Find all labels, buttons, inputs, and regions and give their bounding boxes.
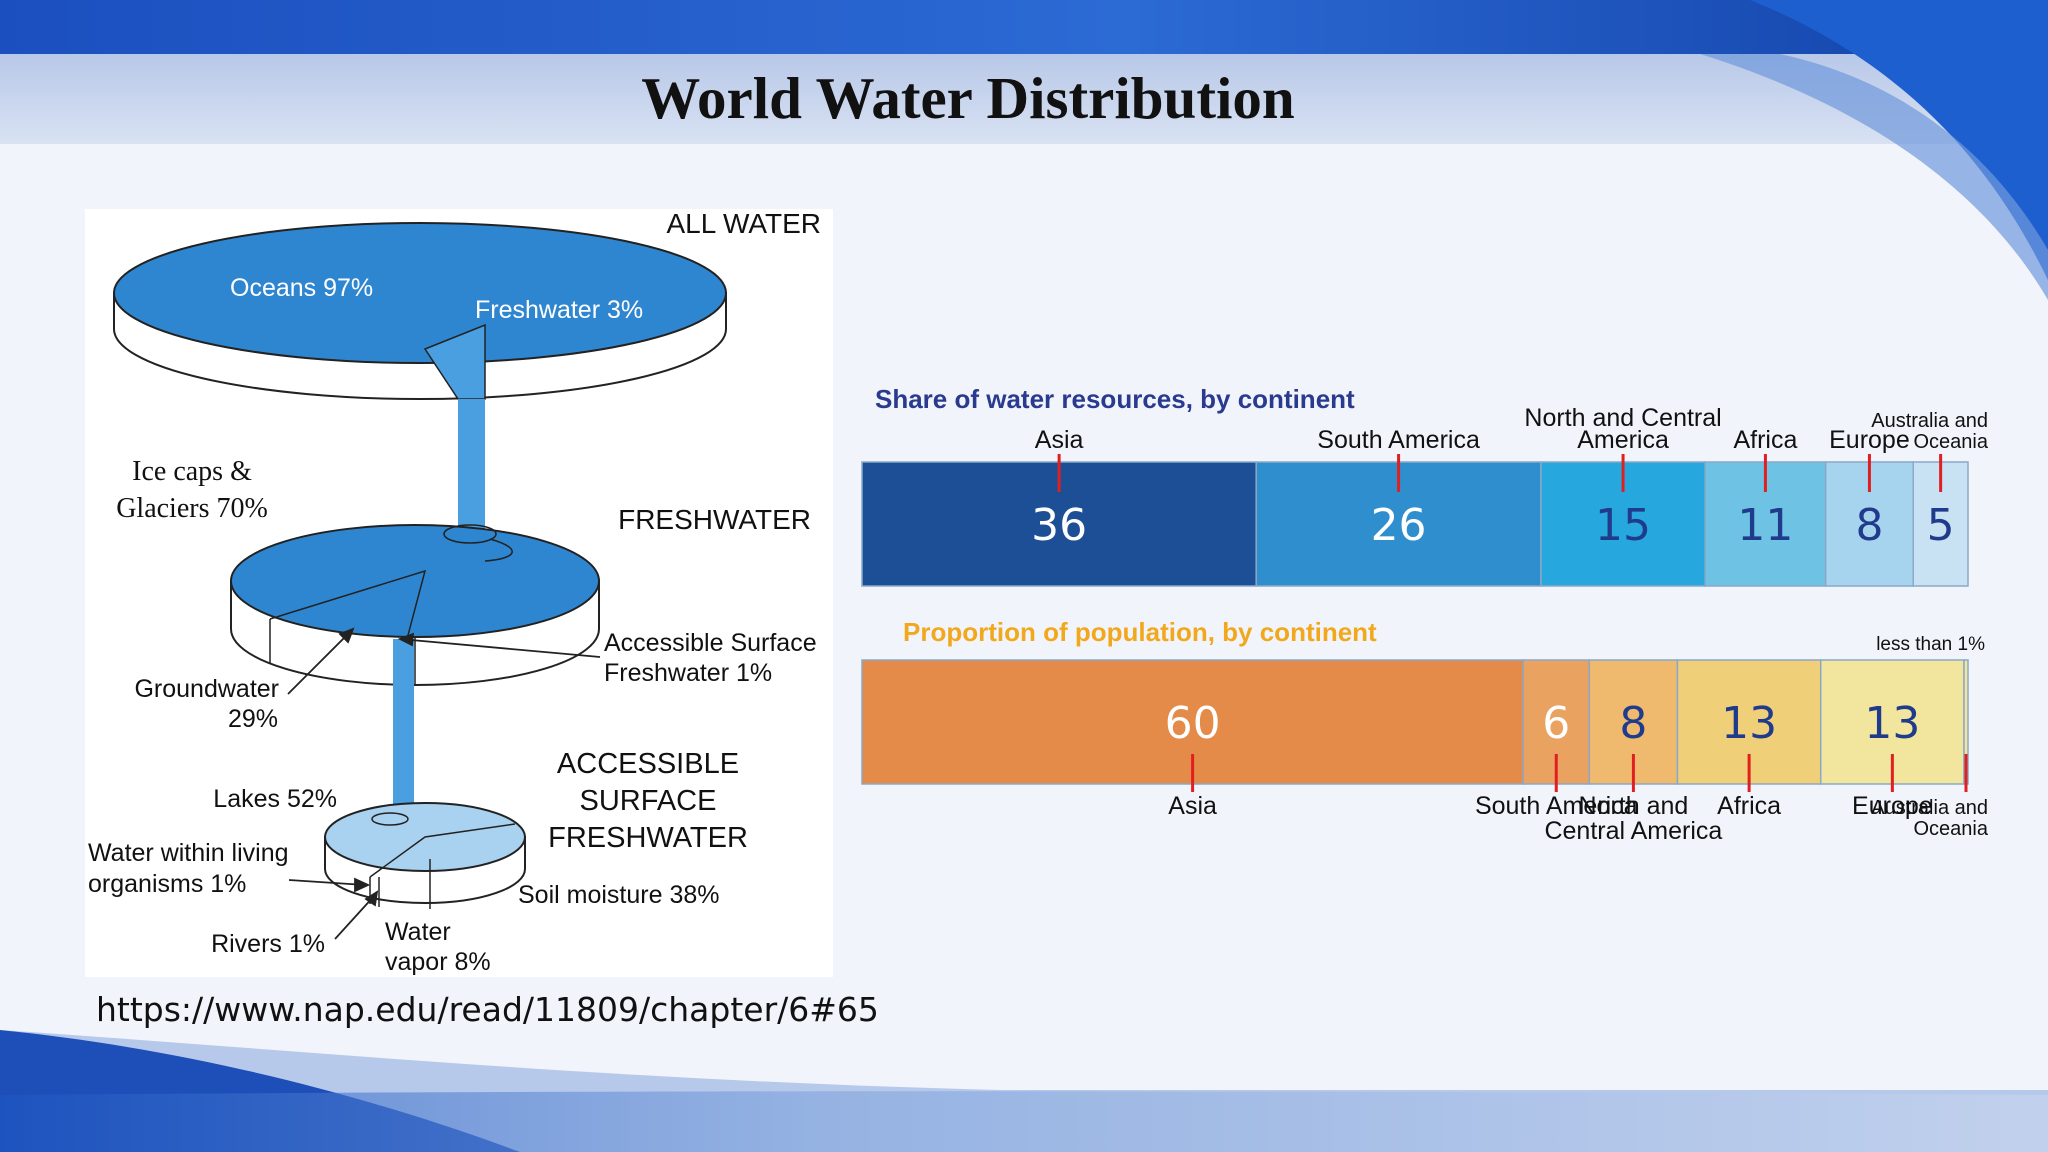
category-label-africa: Africa bbox=[1733, 426, 1797, 454]
category-label-australia-and-oceania: Oceania bbox=[1914, 431, 1989, 453]
category-label-north-and-central-america: North and bbox=[1579, 792, 1689, 820]
value-label-europe: 13 bbox=[1864, 698, 1920, 749]
category-label-north-and-central-america: North and Central bbox=[1524, 404, 1721, 432]
water-share-bar: 36 Asia 26 South America 15 North and Central… bbox=[861, 404, 1989, 587]
category-label-north-and-central-america: America bbox=[1577, 426, 1669, 454]
accessible-freshwater-disk bbox=[324, 802, 526, 909]
population-share-title: Proportion of population, by continent bbox=[903, 617, 1377, 647]
value-label-north-and-central-america: 8 bbox=[1619, 698, 1647, 749]
value-label-asia: 36 bbox=[1031, 500, 1087, 551]
category-label-australia-and-oceania: Oceania bbox=[1914, 818, 1989, 840]
category-label-south-america: South America bbox=[1475, 792, 1638, 820]
water-share-title: Share of water resources, by continent bbox=[875, 384, 1355, 414]
organisms-label-line2: organisms 1% bbox=[88, 870, 246, 898]
category-label-south-america: South America bbox=[1317, 426, 1480, 454]
organisms-label-line1: Water within living bbox=[88, 839, 289, 867]
category-label-asia: Asia bbox=[1035, 426, 1084, 454]
value-label-asia: 60 bbox=[1165, 698, 1221, 749]
accessible-label-line2: Freshwater 1% bbox=[604, 659, 772, 687]
slide-title: World Water Distribution bbox=[641, 65, 1295, 131]
freshwater-heading: FRESHWATER bbox=[618, 504, 811, 535]
value-label-south-america: 6 bbox=[1542, 698, 1570, 749]
accessible-heading-line3: FRESHWATER bbox=[548, 822, 748, 854]
category-label-africa: Africa bbox=[1717, 792, 1781, 820]
lakes-label: Lakes 52% bbox=[213, 785, 337, 813]
freshwater-label: Freshwater 3% bbox=[475, 296, 643, 324]
vapor-label-line2: vapor 8% bbox=[385, 948, 491, 976]
groundwater-label-line2: 29% bbox=[228, 705, 278, 733]
value-label-africa: 11 bbox=[1737, 500, 1793, 551]
vapor-label-line1: Water bbox=[385, 918, 451, 946]
water-distribution-diagram: ALL WATER FRESHWATER ACCESSIBLE SURFACE … bbox=[85, 209, 833, 977]
accessible-heading-line1: ACCESSIBLE bbox=[557, 748, 739, 780]
category-label-asia: Asia bbox=[1168, 792, 1217, 820]
category-label-europe: Europe bbox=[1852, 792, 1933, 820]
continent-bar-charts: Share of water resources, by continent P… bbox=[861, 384, 1989, 845]
source-url[interactable]: https://www.nap.edu/read/11809/chapter/6… bbox=[96, 990, 879, 1029]
accessible-label-line1: Accessible Surface bbox=[604, 629, 817, 657]
accessible-heading-line2: SURFACE bbox=[580, 785, 717, 817]
oceans-label: Oceans 97% bbox=[230, 274, 373, 302]
value-label-africa: 13 bbox=[1721, 698, 1777, 749]
all-water-heading: ALL WATER bbox=[666, 209, 821, 239]
rivers-label: Rivers 1% bbox=[211, 930, 325, 958]
pointer-arrows bbox=[287, 627, 601, 940]
value-label-north-and-central-america: 15 bbox=[1595, 500, 1651, 551]
category-label-europe: Europe bbox=[1829, 426, 1910, 454]
soil-moisture-label: Soil moisture 38% bbox=[518, 881, 719, 909]
ice-caps-label-line1: Ice caps & bbox=[132, 456, 252, 487]
category-label-north-and-central-america: Central America bbox=[1544, 817, 1722, 845]
ice-caps-label-line2: Glaciers 70% bbox=[116, 493, 268, 524]
value-label-europe: 8 bbox=[1855, 500, 1883, 551]
value-label-australia-and-oceania: 5 bbox=[1927, 500, 1955, 551]
groundwater-label-line1: Groundwater bbox=[134, 675, 279, 703]
value-label-south-america: 26 bbox=[1371, 500, 1427, 551]
all-water-disk bbox=[113, 222, 727, 400]
category-label-australia-and-oceania: Australia and bbox=[1871, 410, 1988, 432]
accessible-stream bbox=[393, 639, 414, 827]
freshwater-disk bbox=[230, 524, 600, 686]
category-label-australia-and-oceania: Australia and bbox=[1871, 797, 1988, 819]
less-than-annotation: less than 1% bbox=[1876, 634, 1985, 655]
